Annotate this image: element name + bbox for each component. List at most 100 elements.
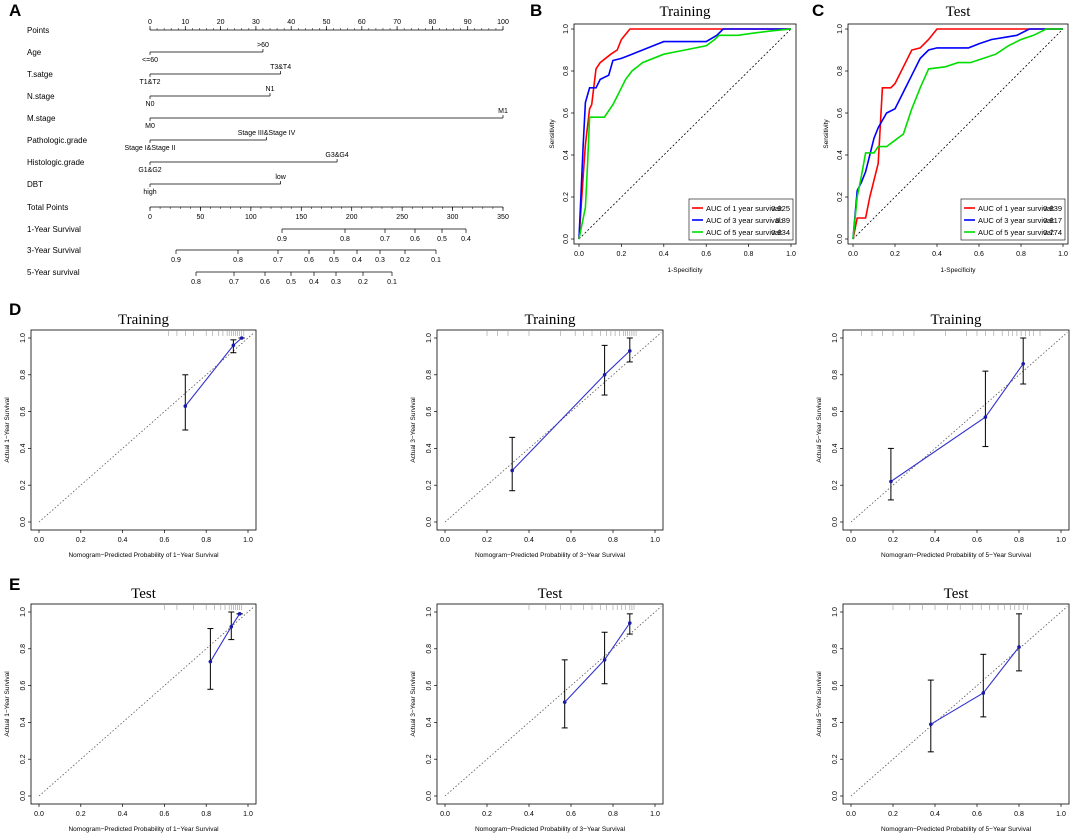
- x-axis-label: Nomogram−Predicted Probability of 5−Year…: [881, 552, 1032, 559]
- y-tick-label: 0.4: [832, 443, 839, 453]
- panel-label-e: E: [9, 575, 20, 594]
- nomogram-row-label: N.stage: [27, 92, 55, 101]
- roc-series-line-3y: [852, 28, 1063, 240]
- nomogram-axis-label: 0.6: [260, 279, 270, 286]
- x-tick-label: 0.4: [930, 811, 940, 818]
- x-tick-label: 0.8: [1014, 537, 1024, 544]
- nomogram-axis-label: 0.8: [233, 257, 243, 264]
- nomogram-axis-label: 0.1: [431, 257, 441, 264]
- x-tick-label: 1.0: [243, 537, 253, 544]
- nomogram-axis-label: 0.6: [304, 257, 314, 264]
- nomogram-level-high: Stage III&Stage IV: [238, 130, 296, 137]
- nomogram-level-high: M1: [498, 108, 508, 115]
- legend-auc-value: 0.834: [771, 228, 790, 237]
- nomogram-axis-label: 50: [197, 214, 205, 221]
- ideal-diagonal: [38, 332, 255, 523]
- x-tick-label: 0.4: [524, 537, 534, 544]
- plot-frame: [573, 23, 797, 245]
- chart-title: Training: [524, 312, 576, 328]
- nomogram-axis-label: 200: [346, 214, 358, 221]
- calibration-chart-calib-test-3y: Test 0.0 0.0 0.2 0.2 0.4 0.4 0.6 0.6 0.8 0.8 1.0 1.0…: [410, 586, 664, 833]
- y-tick-label: 0.2: [20, 754, 27, 764]
- legend-auc-value: 0.839: [1043, 204, 1062, 213]
- nomogram-axis-label: 0.7: [380, 236, 390, 243]
- nomogram-axis-label: 10: [181, 19, 189, 26]
- y-tick-label: 0.6: [837, 108, 844, 118]
- ideal-diagonal: [444, 606, 662, 797]
- y-tick-label: 0.4: [20, 717, 27, 727]
- x-tick-label: 0.6: [566, 811, 576, 818]
- y-tick-label: 0.8: [563, 66, 570, 76]
- ideal-diagonal: [444, 332, 662, 523]
- roc-chart-training: Training 0.0 0.0 0.2 0.2 0.4 0.4 0.6 0.6 0.8 0.8 1.…: [549, 4, 797, 274]
- x-tick-label: 0.0: [440, 537, 450, 544]
- panel-label-a: A: [9, 1, 21, 20]
- nomogram-axis-label: 80: [429, 19, 437, 26]
- ideal-diagonal: [38, 606, 255, 797]
- x-tick-label: 0.0: [848, 251, 858, 258]
- y-tick-label: 1.0: [563, 24, 570, 34]
- x-tick-label: 0.6: [701, 251, 711, 258]
- nomogram-axis-label: 0.5: [329, 257, 339, 264]
- chart-title: Test: [131, 586, 157, 602]
- nomogram-axis-label: 0.7: [273, 257, 283, 264]
- nomogram-row-label: Histologic.grade: [27, 158, 85, 167]
- calibration-point: [889, 479, 893, 484]
- y-tick-label: 1.0: [20, 607, 27, 617]
- plot-frame: [842, 603, 1070, 805]
- x-tick-label: 1.0: [786, 251, 796, 258]
- x-tick-label: 0.0: [440, 811, 450, 818]
- nomogram-axis-label: 0.8: [191, 279, 201, 286]
- x-tick-label: 1.0: [650, 811, 660, 818]
- nomogram-axis-label: 0.5: [286, 279, 296, 286]
- chart-title: Test: [944, 586, 970, 602]
- x-tick-label: 0.8: [201, 811, 211, 818]
- y-tick-label: 0.6: [426, 681, 433, 691]
- roc-series-line-1y: [852, 28, 1063, 240]
- nomogram-axis-label: 150: [295, 214, 307, 221]
- nomogram-axis-label: 0.1: [387, 279, 397, 286]
- y-tick-label: 1.0: [837, 24, 844, 34]
- nomogram-axis-label: 0.7: [229, 279, 239, 286]
- nomogram-level-high: low: [275, 174, 286, 181]
- y-tick-label: 0.6: [20, 681, 27, 691]
- calibration-point: [602, 373, 607, 377]
- x-tick-label: 0.2: [888, 811, 898, 818]
- calibration-chart-calib-test-1y: Test 0.0 0.0 0.2 0.2 0.4 0.4 0.6 0.6 0.8 0.8 1.0 1.0…: [4, 586, 257, 833]
- roc-series-line-1y: [578, 28, 791, 240]
- y-axis-label: Actual 1−Year Survival: [4, 671, 11, 737]
- nomogram-axis-label: 0.4: [352, 257, 362, 264]
- legend-label: AUC of 3 year survival:: [978, 216, 1055, 225]
- nomogram-level-high: >60: [257, 42, 269, 49]
- y-tick-label: 0.6: [426, 407, 433, 417]
- nomogram-axis-label: 60: [358, 19, 366, 26]
- y-tick-label: 0.8: [426, 370, 433, 380]
- y-tick-label: 0.8: [20, 370, 27, 380]
- legend-auc-value: 0.774: [1043, 228, 1062, 237]
- chart-title: Training: [118, 312, 170, 328]
- x-tick-label: 0.2: [888, 537, 898, 544]
- calibration-point: [183, 404, 188, 408]
- y-tick-label: 0.4: [832, 717, 839, 727]
- y-axis-label: Actual 5−Year Survival: [816, 397, 823, 463]
- x-tick-label: 0.0: [846, 811, 856, 818]
- calibration-line: [930, 646, 1020, 725]
- legend-box: [960, 198, 1066, 241]
- x-tick-label: 0.2: [890, 251, 900, 258]
- y-tick-label: 1.0: [832, 333, 839, 343]
- x-tick-label: 0.6: [160, 537, 170, 544]
- y-tick-label: 0.6: [832, 681, 839, 691]
- chart-title: Training: [930, 312, 982, 328]
- x-tick-label: 0.8: [608, 811, 618, 818]
- calibration-chart-calib-test-5y: Test 0.0 0.0 0.2 0.2 0.4 0.4 0.6 0.6 0.8 0.8 1.0 1.0…: [816, 586, 1070, 833]
- calibration-point: [237, 612, 242, 616]
- nomogram-axis-label: 100: [497, 19, 509, 26]
- x-tick-label: 0.8: [201, 537, 211, 544]
- x-tick-label: 1.0: [1056, 537, 1066, 544]
- y-tick-label: 0.2: [563, 192, 570, 202]
- x-tick-label: 0.6: [974, 251, 984, 258]
- x-tick-label: 0.8: [1016, 251, 1026, 258]
- y-tick-label: 0.4: [426, 717, 433, 727]
- x-axis-label: 1-Specificity: [667, 267, 703, 274]
